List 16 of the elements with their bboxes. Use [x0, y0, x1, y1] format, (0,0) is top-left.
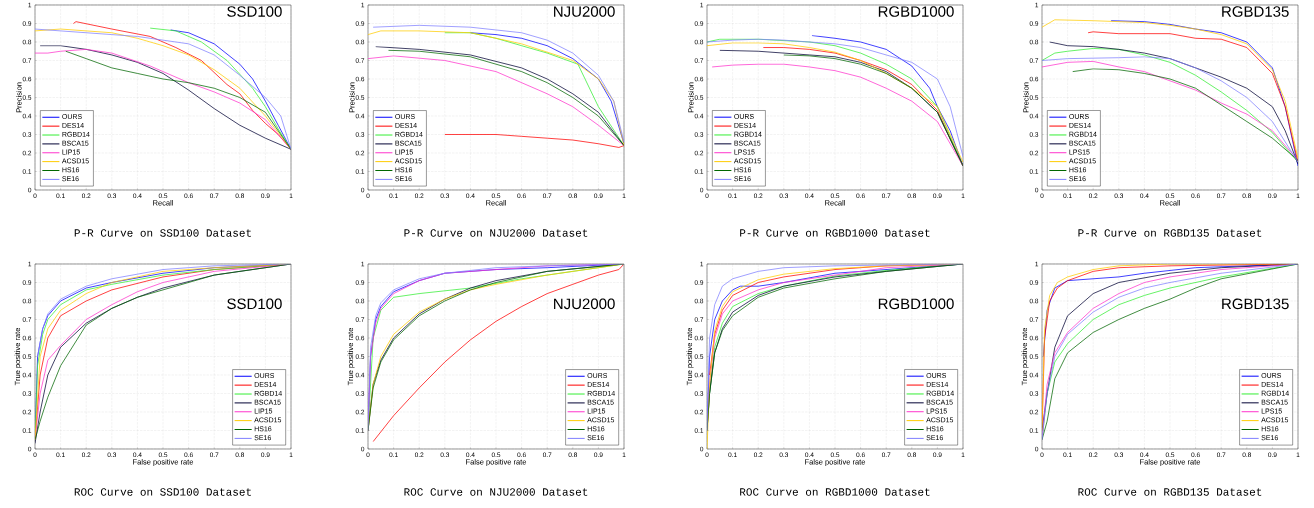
chart-title: SSD100	[227, 6, 282, 17]
text: RGBD135	[1222, 298, 1289, 310]
text: ROC Curve on SSD100 Dataset	[74, 488, 251, 496]
text: NJU2000	[554, 298, 615, 310]
text: SSD100	[227, 298, 282, 310]
text: P-R Curve on NJU2000 Dataset	[404, 229, 588, 237]
chart-title: RGBD135	[1222, 6, 1289, 17]
chart-title: NJU2000	[554, 6, 615, 17]
text: P-R Curve on SSD100 Dataset	[74, 229, 251, 237]
text: P-R Curve on RGBD135 Dataset	[1078, 229, 1262, 237]
chart-title: RGBD1000	[878, 6, 954, 17]
text: ROC Curve on RGBD1000 Dataset	[740, 488, 930, 496]
text: ROC Curve on RGBD135 Dataset	[1078, 488, 1262, 496]
text: P-R Curve on RGBD1000 Dataset	[740, 229, 930, 237]
text: RGBD1000	[878, 298, 954, 310]
text: ROC Curve on NJU2000 Dataset	[404, 488, 588, 496]
